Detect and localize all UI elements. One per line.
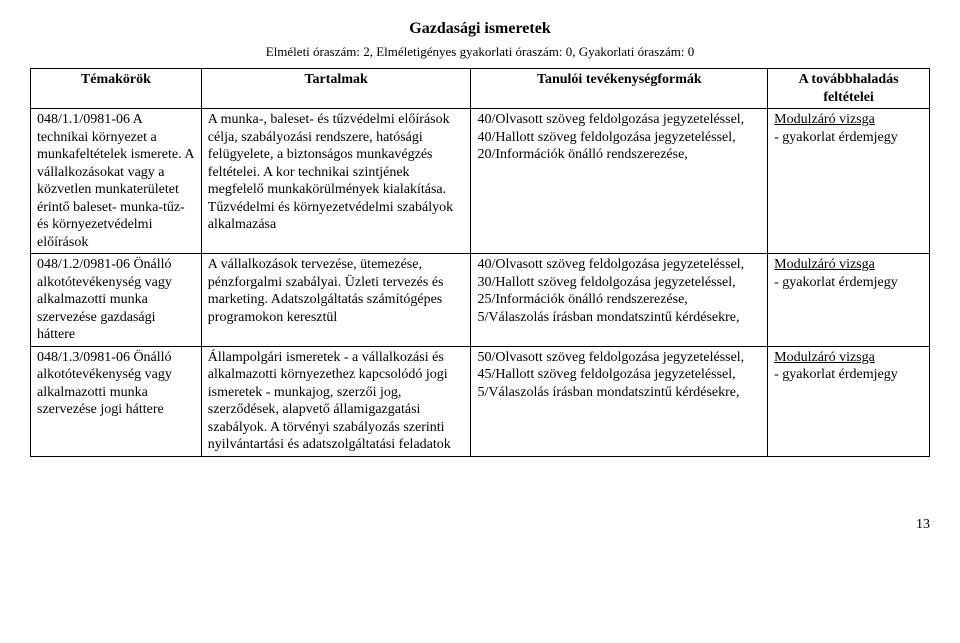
grade-text: - gyakorlat érdemjegy [774, 130, 898, 145]
cell-topic: 048/1.1/0981-06 A technikai környezet a … [31, 109, 202, 254]
grade-text: - gyakorlat érdemjegy [774, 367, 898, 382]
header-activities: Tanulói tevékenységformák [471, 69, 768, 109]
modul-text: Modulzáró vizsga [774, 350, 875, 365]
modul-text: Modulzáró vizsga [774, 257, 875, 272]
page-subtitle: Elméleti óraszám: 2, Elméletigényes gyak… [30, 44, 930, 60]
curriculum-table: Témakörök Tartalmak Tanulói tevékenységf… [30, 68, 930, 457]
cell-requirements: Modulzáró vizsga - gyakorlat érdemjegy [768, 346, 930, 456]
cell-content: Állampolgári ismeretek - a vállalkozási … [201, 346, 471, 456]
cell-activities: 40/Olvasott szöveg feldolgozása jegyzete… [471, 254, 768, 347]
table-row: 048/1.1/0981-06 A technikai környezet a … [31, 109, 930, 254]
cell-content: A munka-, baleset- és tűzvédelmi előírás… [201, 109, 471, 254]
cell-activities: 40/Olvasott szöveg feldolgozása jegyzete… [471, 109, 768, 254]
header-topics: Témakörök [31, 69, 202, 109]
table-header-row: Témakörök Tartalmak Tanulói tevékenységf… [31, 69, 930, 109]
table-row: 048/1.3/0981-06 Önálló alkotótevékenység… [31, 346, 930, 456]
cell-topic: 048/1.3/0981-06 Önálló alkotótevékenység… [31, 346, 202, 456]
cell-activities: 50/Olvasott szöveg feldolgozása jegyzete… [471, 346, 768, 456]
cell-content: A vállalkozások tervezése, ütemezése, pé… [201, 254, 471, 347]
modul-text: Modulzáró vizsga [774, 112, 875, 127]
page-title: Gazdasági ismeretek [30, 20, 930, 38]
table-row: 048/1.2/0981-06 Önálló alkotótevékenység… [31, 254, 930, 347]
header-content: Tartalmak [201, 69, 471, 109]
header-requirements: A továbbhaladás feltételei [768, 69, 930, 109]
cell-requirements: Modulzáró vizsga - gyakorlat érdemjegy [768, 254, 930, 347]
grade-text: - gyakorlat érdemjegy [774, 275, 898, 290]
page-number: 13 [30, 457, 930, 533]
cell-requirements: Modulzáró vizsga - gyakorlat érdemjegy [768, 109, 930, 254]
cell-topic: 048/1.2/0981-06 Önálló alkotótevékenység… [31, 254, 202, 347]
